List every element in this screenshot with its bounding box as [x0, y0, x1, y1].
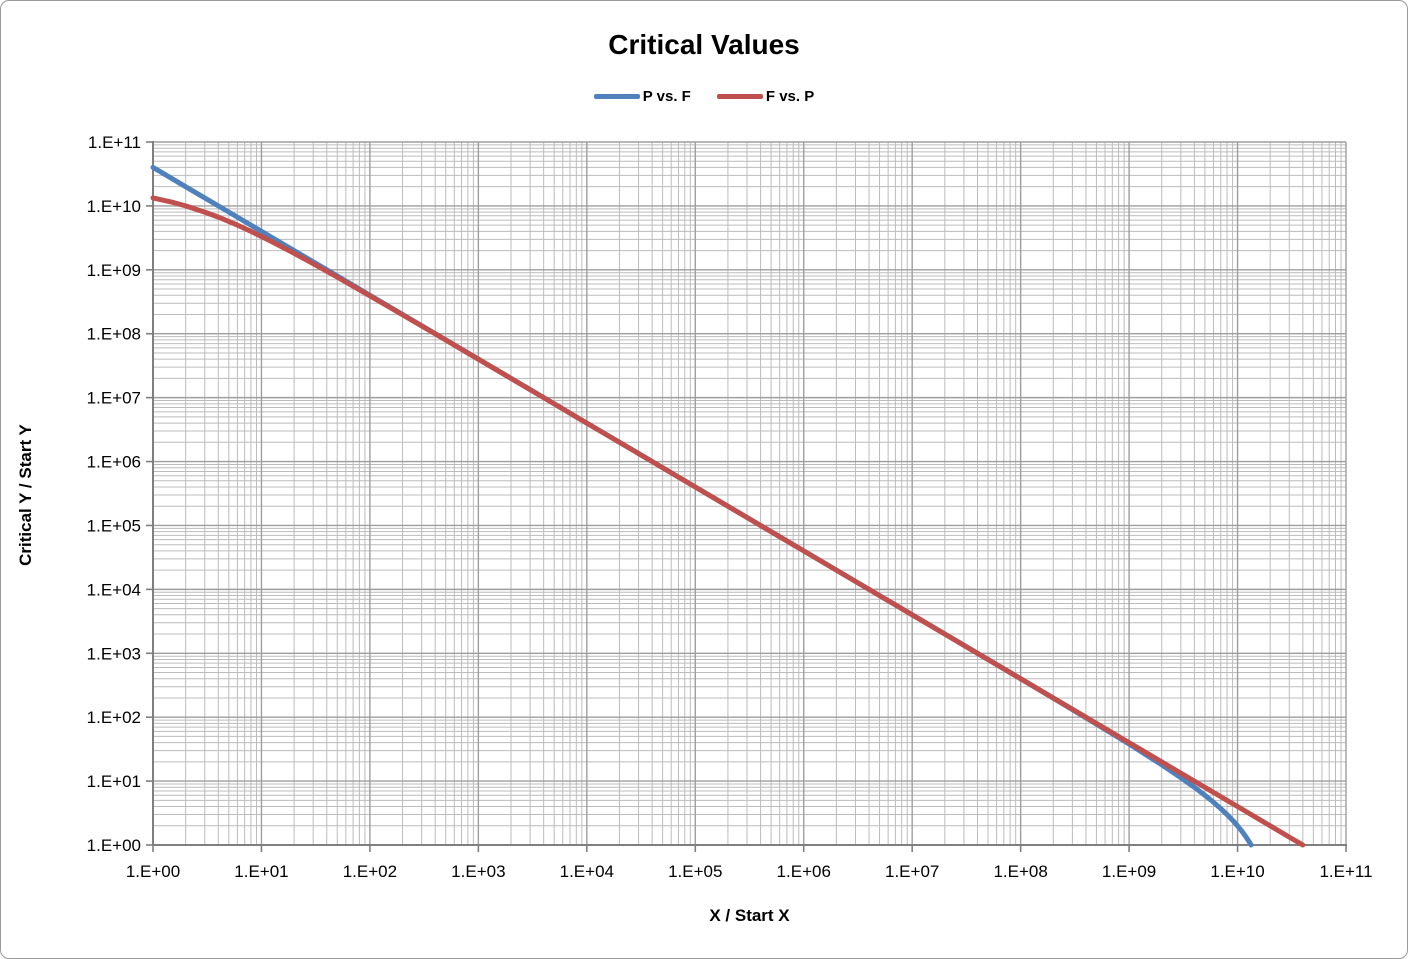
- x-tick-label: 1.E+11: [1319, 862, 1372, 881]
- legend-swatch-red-line-icon: [716, 94, 763, 99]
- y-tick-label: 1.E+04: [87, 580, 141, 599]
- y-tick-label: 1.E+07: [87, 389, 141, 408]
- x-axis-title: X / Start X: [709, 906, 790, 925]
- y-tick-label: 1.E+05: [87, 516, 141, 535]
- x-tick-label: 1.E+00: [126, 862, 180, 881]
- x-tick-label: 1.E+01: [234, 862, 288, 881]
- x-tick-label: 1.E+05: [668, 862, 722, 881]
- x-tick-label: 1.E+09: [1102, 862, 1156, 881]
- y-tick-label: 1.E+06: [87, 453, 141, 472]
- legend: P vs. F F vs. P: [1, 88, 1407, 105]
- legend-label: P vs. F: [642, 88, 691, 105]
- legend-item-p-vs-f: P vs. F: [593, 88, 691, 105]
- series-line-f-vs-p: [150, 195, 1306, 848]
- x-tick-label: 1.E+04: [560, 862, 614, 881]
- x-tick-label: 1.E+08: [993, 862, 1047, 881]
- y-tick-label: 1.E+01: [87, 772, 141, 791]
- y-tick-label: 1.E+00: [87, 836, 141, 855]
- y-tick-label: 1.E+09: [87, 261, 141, 280]
- x-tick-label: 1.E+10: [1210, 862, 1264, 881]
- y-tick-label: 1.E+11: [88, 133, 141, 152]
- y-tick-label: 1.E+10: [87, 197, 141, 216]
- legend-swatch-blue-line-icon: [593, 94, 640, 99]
- legend-label: F vs. P: [765, 88, 815, 105]
- y-tick-label: 1.E+08: [87, 325, 141, 344]
- chart-title: Critical Values: [608, 29, 800, 60]
- x-tick-label: 1.E+02: [343, 862, 397, 881]
- x-tick-label: 1.E+07: [885, 862, 939, 881]
- legend-item-f-vs-p: F vs. P: [716, 88, 815, 105]
- x-tick-label: 1.E+03: [451, 862, 505, 881]
- y-tick-label: 1.E+02: [87, 708, 141, 727]
- y-axis-title: Critical Y / Start Y: [16, 424, 35, 566]
- x-tick-label: 1.E+06: [777, 862, 831, 881]
- y-tick-label: 1.E+03: [87, 644, 141, 663]
